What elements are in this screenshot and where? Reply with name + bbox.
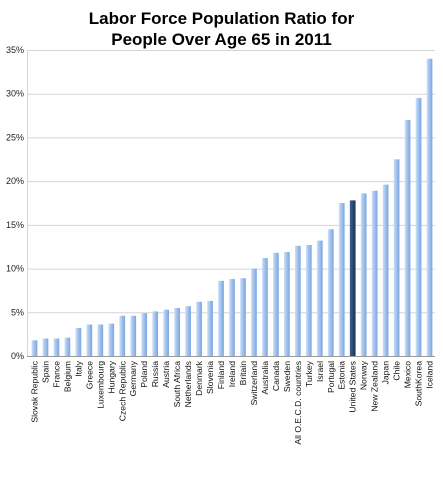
y-tick-label: 20% — [6, 176, 24, 186]
x-tick-label: Czech Republic — [117, 360, 127, 421]
bar — [360, 193, 367, 356]
bar — [174, 307, 180, 356]
y-tick-label: 15% — [6, 220, 24, 230]
x-tick-label: Spain — [40, 361, 50, 383]
bar — [207, 300, 213, 356]
gridlines — [27, 50, 435, 357]
bar — [196, 301, 202, 356]
x-tick-label: Russia — [150, 361, 160, 387]
x-tick-label: Italy — [73, 360, 83, 376]
bar — [294, 245, 301, 356]
bar — [218, 280, 224, 356]
bar — [75, 328, 82, 356]
x-tick-label: Japan — [381, 361, 391, 385]
x-tick-label: Chile — [392, 361, 402, 381]
bars — [31, 58, 433, 357]
y-tick-label: 35% — [6, 45, 24, 55]
bar — [273, 252, 279, 356]
bar — [251, 268, 257, 356]
bar — [108, 323, 115, 356]
bar — [163, 309, 170, 356]
y-tick-label: 25% — [6, 132, 24, 142]
bar — [371, 190, 378, 356]
chart-title-line-2: People Over Age 65 in 2011 — [111, 30, 332, 49]
bar — [31, 340, 38, 356]
x-tick-label: Denmark — [194, 360, 204, 396]
y-tick-label: 30% — [6, 89, 24, 99]
bar — [141, 313, 148, 356]
x-tick-label: Slovak Republic — [29, 360, 39, 422]
x-tick-label: Hungary — [106, 360, 116, 393]
bar — [338, 203, 345, 356]
chart-title-line-1: Labor Force Population Ratio for — [88, 9, 355, 28]
x-tick-label: All O.E.C.D. countries — [293, 361, 303, 445]
x-tick-label: Mexico — [403, 361, 413, 388]
x-tick-label: Belgium — [62, 361, 72, 392]
x-axis: Slovak Republic Spain France Belgium Italy Gr… — [29, 360, 434, 444]
bar — [316, 240, 323, 356]
x-tick-label: Britain — [238, 361, 248, 386]
x-tick-label: Ireland — [227, 361, 237, 387]
x-tick-label: SouthKorea — [414, 361, 424, 407]
x-tick-label: Portugal — [326, 361, 336, 393]
x-tick-label: Greece — [84, 361, 94, 389]
bar — [130, 315, 137, 356]
bar — [327, 229, 334, 356]
bar — [229, 279, 235, 356]
bar — [404, 119, 411, 356]
x-tick-label: Canada — [271, 361, 281, 391]
x-tick-label: Netherlands — [183, 361, 193, 407]
x-tick-label: United States — [348, 361, 358, 413]
bar — [97, 324, 104, 356]
x-tick-label: France — [51, 361, 61, 388]
y-axis: 0% 5% 10% 15% 20% 25% 30% 35% — [6, 45, 24, 361]
y-tick-label: 0% — [11, 351, 24, 361]
bar — [53, 338, 60, 356]
x-tick-label: Israel — [315, 361, 325, 382]
bar — [42, 338, 49, 356]
x-tick-label: Finland — [216, 361, 226, 389]
x-tick-label: Australia — [260, 361, 270, 395]
x-tick-label: Turkey — [304, 360, 314, 387]
bar — [426, 58, 433, 357]
chart-title: Labor Force Population Ratio for People … — [0, 8, 443, 50]
x-tick-label: Poland — [139, 361, 149, 388]
x-tick-label: Sweden — [282, 361, 292, 392]
y-tick-label: 10% — [6, 264, 24, 274]
bar — [185, 306, 191, 356]
x-tick-label: Estonia — [337, 361, 347, 390]
x-tick-label: Iceland — [425, 361, 435, 389]
bar-highlighted — [349, 200, 356, 356]
x-tick-label: Luxembourg — [95, 361, 105, 409]
bar — [262, 258, 268, 356]
bar — [382, 184, 389, 356]
bar — [119, 315, 126, 356]
x-tick-label: Slovenia — [205, 361, 215, 394]
x-tick-label: Norway — [359, 360, 369, 390]
x-tick-label: Germany — [128, 360, 138, 396]
x-tick-label: Switzerland — [249, 361, 259, 406]
y-tick-label: 5% — [11, 307, 24, 317]
bar — [64, 337, 71, 356]
bar — [240, 278, 246, 356]
x-tick-label: Austria — [161, 361, 171, 388]
x-tick-label: New Zealand — [370, 361, 380, 412]
bar — [305, 244, 312, 356]
x-tick-label: South Africa — [172, 361, 182, 408]
bar — [393, 159, 400, 356]
bar — [152, 311, 159, 356]
bar — [415, 98, 422, 356]
bar — [86, 324, 93, 356]
bar — [284, 251, 290, 356]
